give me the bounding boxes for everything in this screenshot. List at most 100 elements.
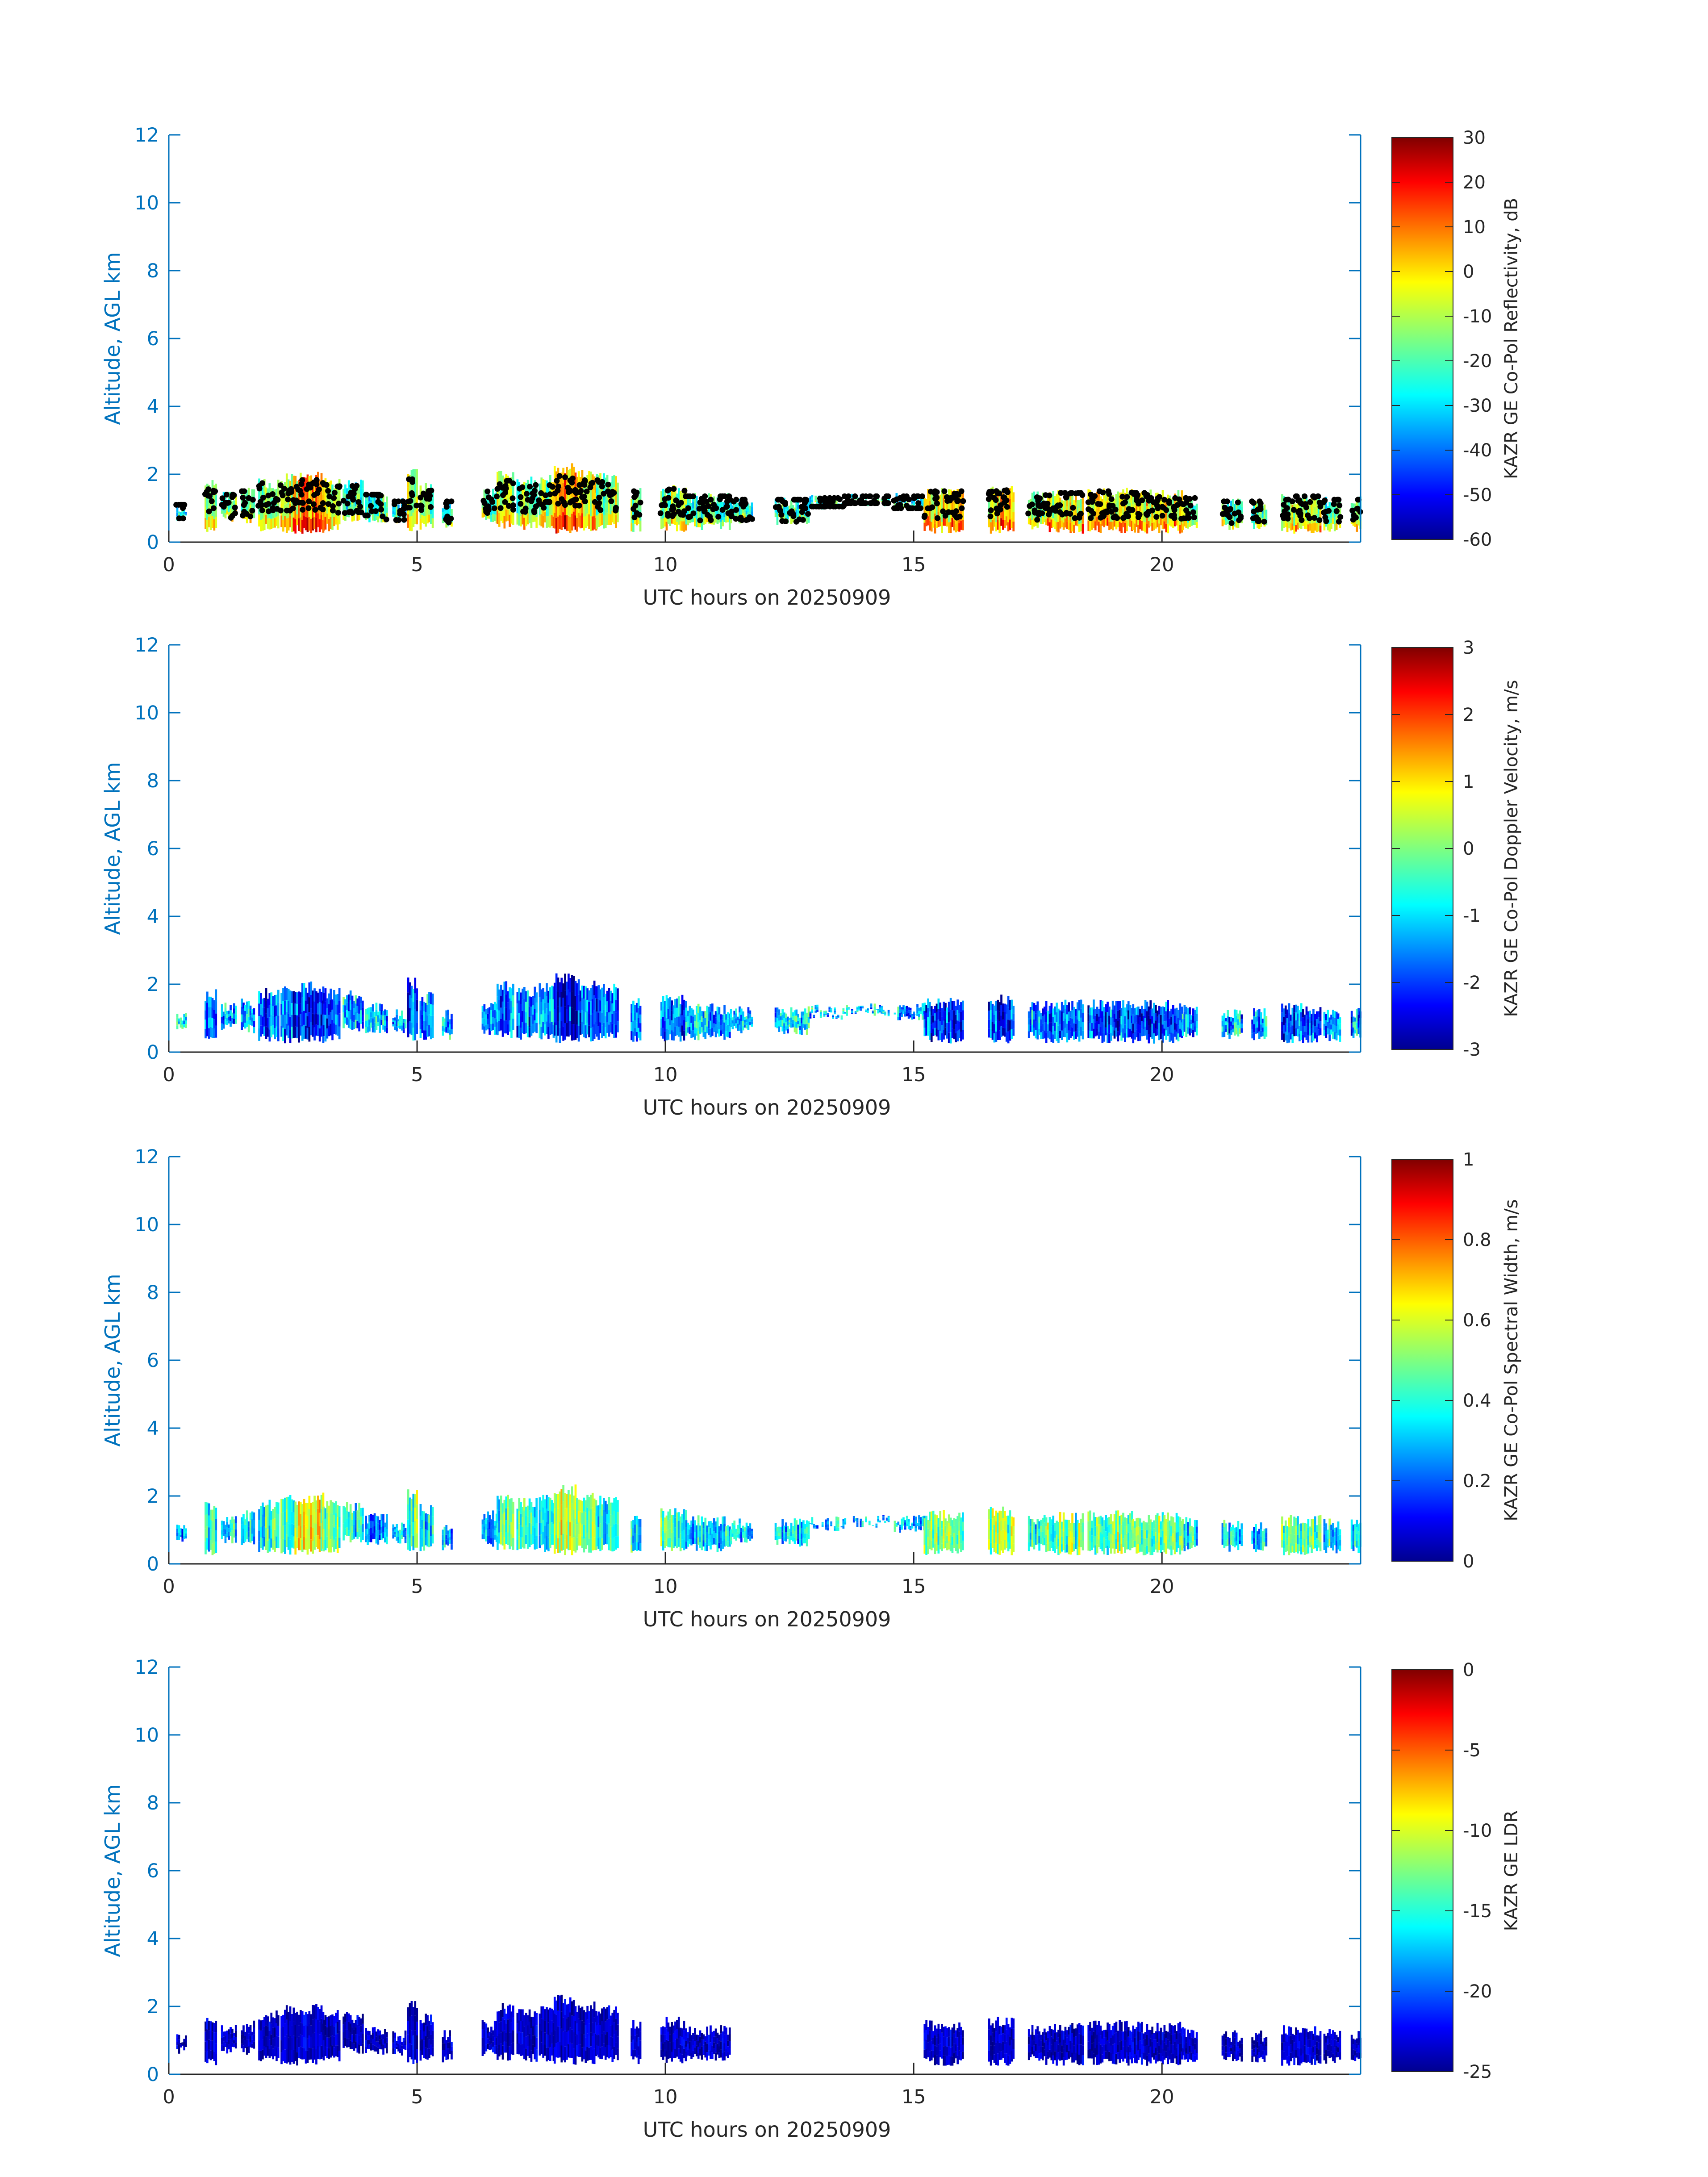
echo-cell <box>365 1021 367 1027</box>
echo-cell <box>990 1010 992 1020</box>
echo-cell <box>375 1009 378 1016</box>
echo-cell <box>913 1017 915 1019</box>
cloud-base-point <box>1293 493 1299 499</box>
echo-cell <box>213 1000 216 1010</box>
echo-cell <box>178 511 180 513</box>
echo-cell <box>685 1015 688 1022</box>
echo-cell <box>783 1023 785 1029</box>
echo-cell <box>998 1021 1001 1031</box>
echo-cell <box>247 1001 250 1009</box>
echo-cell <box>382 1020 384 1025</box>
echo-cell <box>353 511 355 521</box>
echo-cell <box>1045 1001 1048 1012</box>
echo-cell <box>528 1007 531 1017</box>
echo-cell <box>802 1020 805 1024</box>
echo-cell <box>372 1011 374 1019</box>
echo-cell <box>317 513 319 527</box>
echo-cell <box>1029 1007 1032 1013</box>
echo-cell <box>233 1003 235 1009</box>
echo-cell <box>716 1020 719 1027</box>
echo-cell <box>534 998 536 1009</box>
echo-cell <box>509 1020 511 1032</box>
echo-cell <box>492 1004 494 1011</box>
echo-cell <box>342 1012 345 1020</box>
echo-cell <box>442 1021 444 1027</box>
echo-cell <box>1295 504 1297 511</box>
echo-cell <box>581 470 584 485</box>
echo-cell <box>267 1018 269 1028</box>
echo-cell <box>263 1017 266 1027</box>
echo-cell <box>1059 521 1061 529</box>
echo-cell <box>988 501 990 510</box>
echo-cell <box>1050 1003 1053 1013</box>
echo-cell <box>694 1015 696 1021</box>
cloud-base-point <box>1036 495 1043 501</box>
cloud-base-point <box>1144 512 1150 518</box>
echo-cell <box>939 1011 942 1021</box>
echo-cell <box>1140 491 1143 501</box>
echo-cell <box>549 1023 551 1035</box>
echo-cell <box>560 1007 563 1021</box>
echo-cell <box>1099 1000 1102 1009</box>
echo-cell <box>490 1003 493 1010</box>
cloud-base-point <box>927 489 934 495</box>
echo-cell <box>787 1025 789 1029</box>
echo-cell <box>586 1011 589 1023</box>
echo-cell <box>1057 522 1060 533</box>
echo-cell <box>1069 513 1072 523</box>
echo-cell <box>263 479 266 492</box>
echo-cell <box>320 1003 323 1015</box>
echo-cell <box>215 517 217 528</box>
echo-cell <box>1078 1010 1081 1021</box>
echo-cell <box>328 1015 330 1026</box>
echo-cell <box>1187 522 1189 529</box>
echo-cell <box>1027 1018 1030 1025</box>
echo-cell <box>710 1029 712 1037</box>
echo-cell <box>1136 1015 1138 1023</box>
echo-cell <box>208 1028 210 1039</box>
cloud-base-point <box>777 506 783 513</box>
echo-cell <box>722 1029 724 1034</box>
echo-cell <box>183 1014 185 1017</box>
echo-cell <box>284 1000 286 1015</box>
cloud-base-point <box>1285 511 1291 518</box>
echo-cell <box>551 1022 553 1034</box>
echo-cell <box>1009 498 1011 509</box>
echo-cell <box>1036 1020 1039 1030</box>
echo-cell <box>1054 520 1056 529</box>
echo-cell <box>523 1022 526 1034</box>
echo-cell <box>722 1019 724 1024</box>
echo-cell <box>442 1016 444 1022</box>
cloud-base-point <box>728 513 735 519</box>
echo-cell <box>560 1021 563 1036</box>
echo-cell <box>795 1022 798 1028</box>
echo-cell <box>377 516 380 522</box>
echo-cell <box>995 513 998 522</box>
echo-cell <box>425 516 427 527</box>
cloud-base-point <box>582 478 588 484</box>
echo-cell <box>1290 508 1292 516</box>
echo-cell <box>951 1029 954 1038</box>
echo-cell <box>596 1011 598 1024</box>
echo-cell <box>386 507 388 513</box>
echo-cell <box>526 990 529 1002</box>
cloud-base-point <box>230 492 236 498</box>
echo-cell <box>410 1010 413 1023</box>
echo-cell <box>749 1010 752 1014</box>
echo-cell <box>639 1023 642 1032</box>
echo-cell <box>1101 1032 1104 1043</box>
cloud-base-point <box>320 506 326 513</box>
echo-cell <box>792 518 794 522</box>
echo-cell <box>1059 1024 1061 1031</box>
echo-cell <box>1105 1020 1107 1028</box>
echo-cell <box>576 518 578 532</box>
echo-cell <box>1011 1029 1013 1039</box>
echo-cell <box>593 980 596 995</box>
echo-cell <box>1327 524 1329 531</box>
echo-cell <box>379 1025 381 1033</box>
echo-cell <box>183 1024 185 1028</box>
echo-cell <box>1098 1024 1100 1032</box>
echo-cell <box>407 977 409 993</box>
echo-cell <box>1011 507 1013 518</box>
cloud-base-point <box>802 497 808 503</box>
